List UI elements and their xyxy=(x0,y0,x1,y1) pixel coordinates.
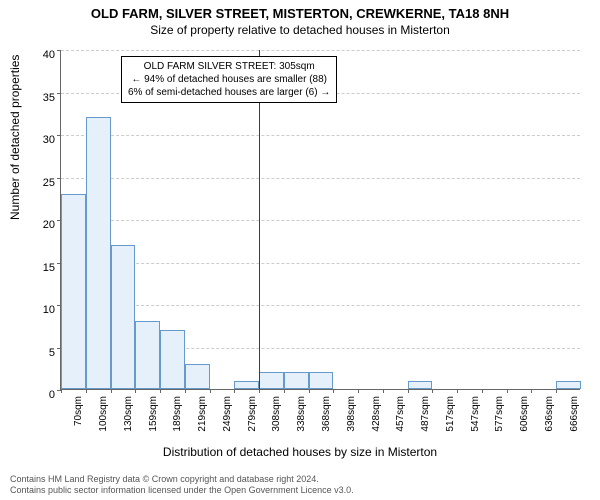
ytick-label: 40 xyxy=(25,49,55,61)
histogram-bar xyxy=(556,381,581,390)
histogram-bar xyxy=(234,381,259,390)
ytick-label: 35 xyxy=(25,92,55,104)
ytick-label: 5 xyxy=(25,347,55,359)
xtick-mark xyxy=(383,389,384,393)
xtick-label: 100sqm xyxy=(98,396,109,446)
xtick-label: 70sqm xyxy=(73,396,84,446)
xtick-mark xyxy=(259,389,260,393)
xtick-mark xyxy=(556,389,557,393)
gridline xyxy=(61,135,580,136)
xtick-label: 249sqm xyxy=(222,396,233,446)
xtick-mark xyxy=(86,389,87,393)
xtick-label: 159sqm xyxy=(148,396,159,446)
xtick-mark xyxy=(408,389,409,393)
chart-area: 051015202530354070sqm100sqm130sqm159sqm1… xyxy=(60,50,580,390)
ytick-mark xyxy=(57,93,61,94)
ytick-label: 25 xyxy=(25,177,55,189)
xtick-mark xyxy=(531,389,532,393)
footer-line2: Contains public sector information licen… xyxy=(10,485,590,496)
xtick-label: 547sqm xyxy=(470,396,481,446)
xtick-label: 368sqm xyxy=(321,396,332,446)
xtick-label: 666sqm xyxy=(569,396,580,446)
xtick-label: 398sqm xyxy=(346,396,357,446)
chart-subtitle: Size of property relative to detached ho… xyxy=(0,21,600,37)
ytick-label: 0 xyxy=(25,389,55,401)
xtick-mark xyxy=(111,389,112,393)
gridline xyxy=(61,220,580,221)
xtick-mark xyxy=(507,389,508,393)
annotation-line1: OLD FARM SILVER STREET: 305sqm xyxy=(128,60,330,73)
ytick-mark xyxy=(57,50,61,51)
ytick-mark xyxy=(57,135,61,136)
footer-line1: Contains HM Land Registry data © Crown c… xyxy=(10,474,590,485)
annotation-line3: 6% of semi-detached houses are larger (6… xyxy=(128,86,330,99)
histogram-bar xyxy=(86,117,111,389)
y-axis-label: Number of detached properties xyxy=(8,55,22,220)
gridline xyxy=(61,50,580,51)
histogram-bar xyxy=(408,381,433,390)
xtick-label: 279sqm xyxy=(247,396,258,446)
x-axis-label: Distribution of detached houses by size … xyxy=(0,445,600,459)
histogram-bar xyxy=(284,372,309,389)
plot-region: 051015202530354070sqm100sqm130sqm159sqm1… xyxy=(60,50,580,390)
xtick-mark xyxy=(234,389,235,393)
xtick-mark xyxy=(482,389,483,393)
ytick-label: 30 xyxy=(25,134,55,146)
xtick-label: 189sqm xyxy=(172,396,183,446)
gridline xyxy=(61,178,580,179)
ytick-label: 15 xyxy=(25,262,55,274)
annotation-box: OLD FARM SILVER STREET: 305sqm← 94% of d… xyxy=(121,56,337,103)
xtick-label: 636sqm xyxy=(544,396,555,446)
histogram-bar xyxy=(185,364,210,390)
xtick-label: 308sqm xyxy=(271,396,282,446)
histogram-bar xyxy=(259,372,284,389)
xtick-label: 130sqm xyxy=(123,396,134,446)
xtick-label: 338sqm xyxy=(296,396,307,446)
xtick-label: 517sqm xyxy=(445,396,456,446)
histogram-bar xyxy=(61,194,86,390)
xtick-label: 487sqm xyxy=(420,396,431,446)
xtick-mark xyxy=(135,389,136,393)
ytick-mark xyxy=(57,178,61,179)
xtick-mark xyxy=(185,389,186,393)
xtick-mark xyxy=(333,389,334,393)
xtick-mark xyxy=(160,389,161,393)
xtick-mark xyxy=(284,389,285,393)
xtick-mark xyxy=(309,389,310,393)
footer-attribution: Contains HM Land Registry data © Crown c… xyxy=(10,474,590,496)
xtick-label: 577sqm xyxy=(494,396,505,446)
xtick-mark xyxy=(358,389,359,393)
xtick-label: 428sqm xyxy=(371,396,382,446)
gridline xyxy=(61,263,580,264)
xtick-label: 219sqm xyxy=(197,396,208,446)
histogram-bar xyxy=(135,321,160,389)
xtick-label: 606sqm xyxy=(519,396,530,446)
histogram-bar xyxy=(160,330,185,390)
chart-title: OLD FARM, SILVER STREET, MISTERTON, CREW… xyxy=(0,0,600,21)
ytick-label: 10 xyxy=(25,304,55,316)
xtick-label: 457sqm xyxy=(395,396,406,446)
annotation-line2: ← 94% of detached houses are smaller (88… xyxy=(128,73,330,86)
histogram-bar xyxy=(111,245,136,390)
xtick-mark xyxy=(61,389,62,393)
xtick-mark xyxy=(210,389,211,393)
gridline xyxy=(61,305,580,306)
xtick-mark xyxy=(432,389,433,393)
ytick-label: 20 xyxy=(25,219,55,231)
histogram-bar xyxy=(309,372,334,389)
xtick-mark xyxy=(457,389,458,393)
